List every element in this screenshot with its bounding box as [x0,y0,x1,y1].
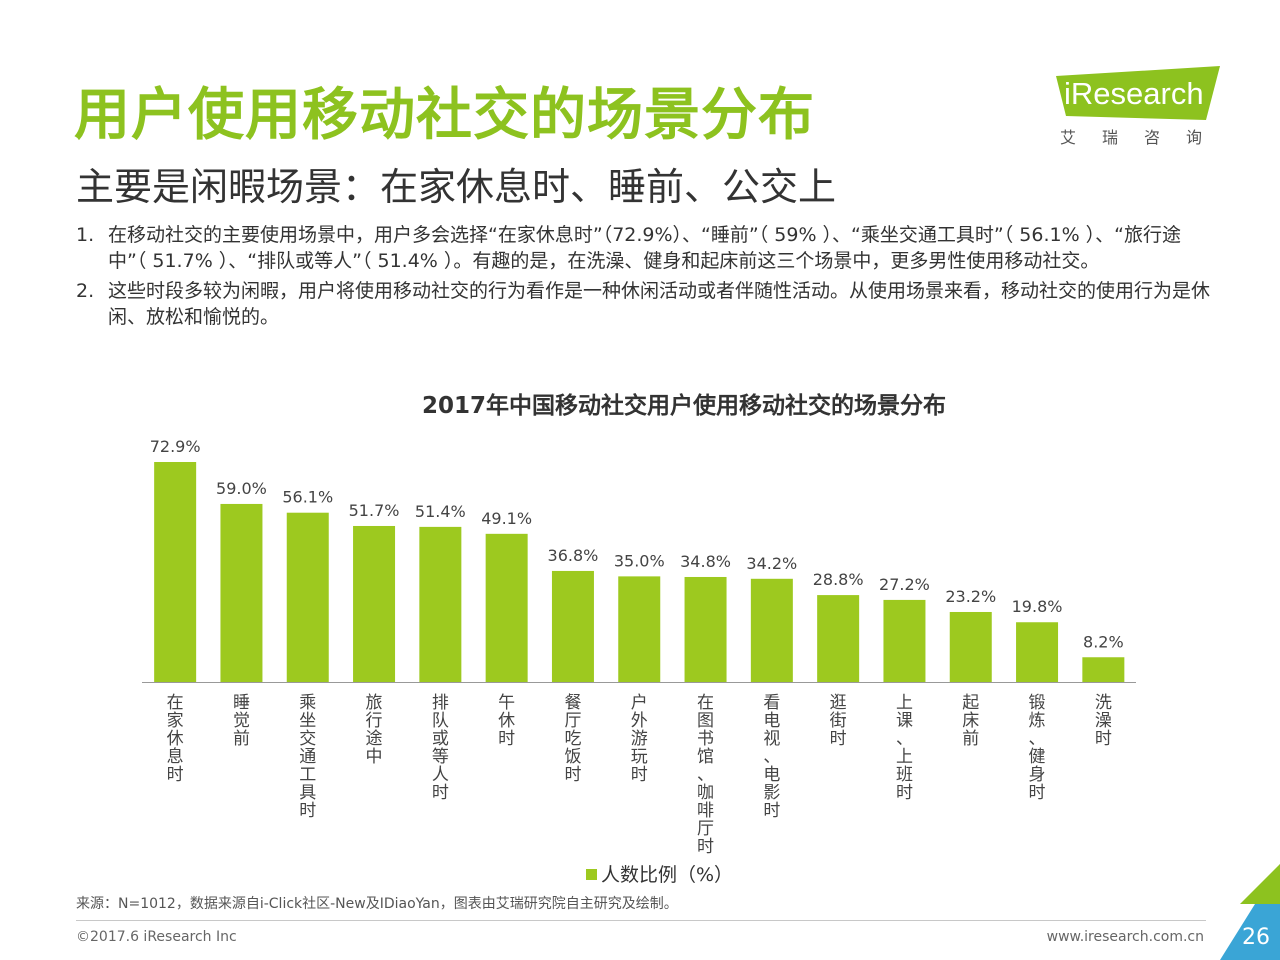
chart-bar [551,570,594,682]
bar-value-label: 8.2% [1083,632,1124,651]
bullet-number: 1. [76,224,95,246]
iresearch-logo: iResearch 艾瑞咨询 [1056,66,1220,150]
page-number: 26 [1242,925,1270,950]
bar-value-label: 34.8% [680,552,731,571]
bar-value-label: 72.9% [150,437,201,456]
bullet-list: 1. 在移动社交的主要使用场景中，用户多会选择“在家休息时”（72.9%）、“睡… [76,222,1216,334]
copyright-text: ©2017.6 iResearch Inc [76,929,237,945]
chart-bar [485,533,528,682]
category-label: 在图书馆、咖啡厅时 [697,693,714,857]
category-label: 餐厅吃饭时 [564,693,581,785]
logo-banner-icon [1056,66,1220,120]
chart-bar [949,611,992,682]
category-label: 排队或等人时 [432,693,449,803]
category-label: 在家休息时 [167,693,184,785]
logo-subtext: 艾瑞咨询 [1060,128,1229,147]
category-label: 看电视、电影时 [763,693,780,821]
website-link[interactable]: www.iresearch.com.cn [1046,929,1204,945]
chart-bar [154,462,197,682]
category-label: 户外游玩时 [631,693,648,785]
bar-value-label: 56.1% [282,488,333,507]
category-label: 午休时 [498,693,515,749]
legend-label: 人数比例（%） [601,864,734,886]
bullet-item: 2. 这些时段多较为闲暇，用户将使用移动社交的行为看作是一种休闲活动或者伴随性活… [76,278,1216,330]
chart-legend: 人数比例（%） [586,860,733,887]
bar-value-label: 23.2% [945,587,996,606]
category-label: 起床前 [962,693,979,749]
chart-bar [353,525,396,682]
source-note: 来源：N=1012，数据来源自i-Click社区-New及IDiaoYan，图表… [76,896,678,912]
chart-bar [883,599,926,682]
bar-value-label: 34.2% [746,554,797,573]
category-label: 旅行途中 [366,693,383,767]
bar-value-label: 49.1% [481,509,532,528]
category-label: 洗澡时 [1095,693,1112,749]
chart-bar [684,576,727,682]
logo-text: iResearch [1064,76,1204,111]
bar-value-label: 27.2% [879,575,930,594]
bar-value-label: 51.4% [415,502,466,521]
chart-bar [286,512,329,682]
page-subtitle: 主要是闲暇场景：在家休息时、睡前、公交上 [76,165,837,209]
category-label: 睡觉前 [233,693,250,749]
bar-value-label: 19.8% [1012,597,1063,616]
bar-chart: 72.9% 在家休息时 59.0% 睡觉前 56.1% 乘坐交通工具时 51.7% 旅行途中 5… [142,437,1136,857]
bullet-number: 2. [76,280,95,302]
chart-bar [419,526,462,682]
bar-value-label: 51.7% [349,501,400,520]
category-label: 乘坐交通工具时 [299,693,316,821]
chart-bar [750,578,793,682]
chart-bar [220,503,263,682]
category-label: 锻炼、健身时 [1029,693,1046,803]
category-label: 上课、上班时 [896,693,913,803]
chart-title: 2017年中国移动社交用户使用移动社交的场景分布 [421,393,946,419]
chart-bar [817,595,860,682]
chart-bar [1016,622,1059,682]
legend-swatch [586,869,597,880]
bar-value-label: 59.0% [216,479,267,498]
bullet-text: 在移动社交的主要使用场景中，用户多会选择“在家休息时”（72.9%）、“睡前”（… [108,224,1182,272]
footer-divider [76,920,1206,921]
bar-value-label: 36.8% [548,546,599,565]
chart-bar [618,576,661,682]
bar-value-label: 35.0% [614,551,665,570]
category-label: 逛街时 [830,693,847,749]
page-title: 用户使用移动社交的场景分布 [74,83,815,148]
bullet-item: 1. 在移动社交的主要使用场景中，用户多会选择“在家休息时”（72.9%）、“睡… [76,222,1216,274]
bullet-text: 这些时段多较为闲暇，用户将使用移动社交的行为看作是一种休闲活动或者伴随性活动。从… [108,280,1211,328]
chart-bar [1082,657,1125,682]
corner-triangle-icon [1220,864,1280,960]
bar-value-label: 28.8% [813,570,864,589]
